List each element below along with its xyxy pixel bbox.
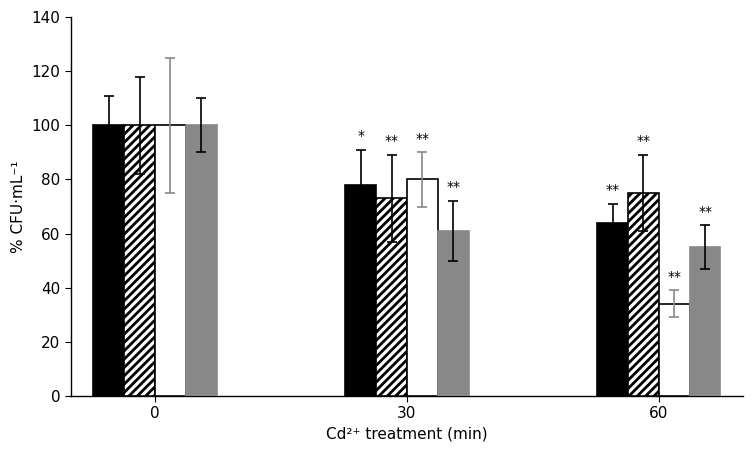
Text: **: ** [698, 205, 712, 219]
Bar [597, 223, 628, 396]
Text: **: ** [636, 135, 651, 148]
Bar [628, 193, 659, 396]
Y-axis label: % CFU·mL⁻¹: % CFU·mL⁻¹ [11, 160, 26, 253]
Bar [124, 125, 155, 396]
Text: **: ** [415, 132, 429, 145]
Bar [407, 179, 438, 396]
Text: **: ** [605, 183, 620, 197]
Bar [93, 125, 124, 396]
Bar [185, 125, 216, 396]
Bar [659, 304, 690, 396]
Text: *: * [357, 129, 364, 143]
Bar [376, 198, 407, 396]
Bar [345, 185, 376, 396]
Text: **: ** [667, 270, 682, 284]
X-axis label: Cd²⁺ treatment (min): Cd²⁺ treatment (min) [326, 427, 488, 442]
Bar [690, 247, 721, 396]
Bar [155, 125, 185, 396]
Text: **: ** [385, 135, 399, 148]
Bar [438, 231, 468, 396]
Text: **: ** [446, 180, 460, 194]
